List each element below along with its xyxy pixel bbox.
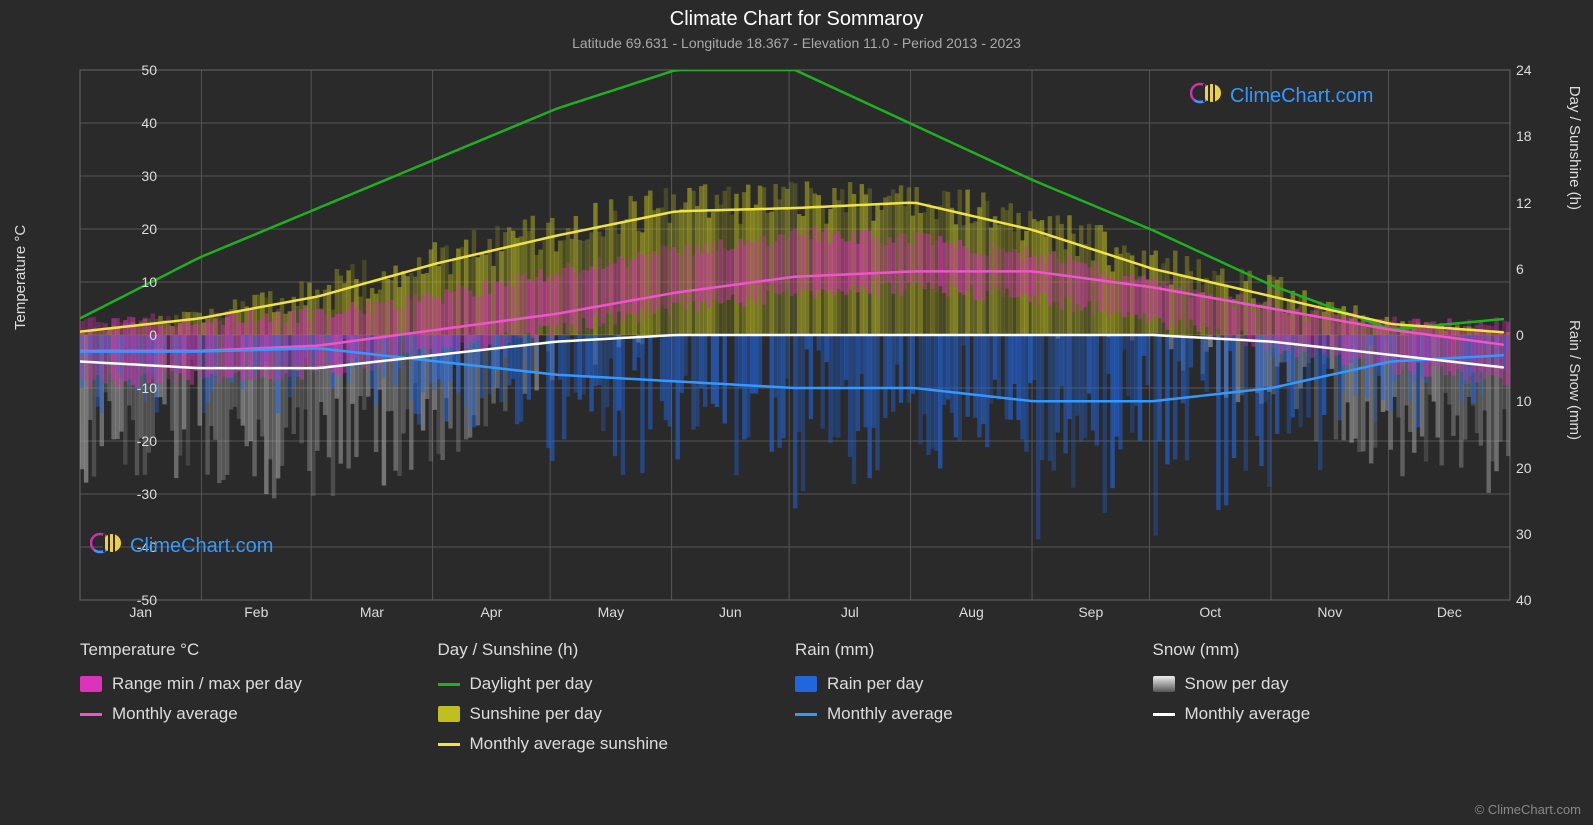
x-tick-month: Sep xyxy=(1078,604,1103,620)
y-tick-left: -30 xyxy=(117,486,157,502)
legend-item: Monthly average xyxy=(1153,704,1491,724)
legend-item: Monthly average xyxy=(795,704,1133,724)
copyright: © ClimeChart.com xyxy=(1475,802,1581,817)
legend-label: Range min / max per day xyxy=(112,674,302,694)
legend: Temperature °C Range min / max per day Mon… xyxy=(80,640,1510,764)
y-tick-right: 10 xyxy=(1516,393,1532,409)
legend-item: Range min / max per day xyxy=(80,674,418,694)
x-tick-month: Aug xyxy=(959,604,984,620)
x-tick-month: Dec xyxy=(1437,604,1462,620)
y-tick-right: 0 xyxy=(1516,327,1524,343)
y-tick-left: -20 xyxy=(117,433,157,449)
legend-title: Temperature °C xyxy=(80,640,418,660)
y-tick-right: 20 xyxy=(1516,460,1532,476)
legend-label: Daylight per day xyxy=(470,674,593,694)
legend-item: Snow per day xyxy=(1153,674,1491,694)
x-tick-month: Mar xyxy=(360,604,384,620)
legend-item: Monthly average xyxy=(80,704,418,724)
brand-name: ClimeChart.com xyxy=(130,535,273,558)
legend-swatch xyxy=(1153,676,1175,692)
x-tick-month: Nov xyxy=(1317,604,1342,620)
brand-name: ClimeChart.com xyxy=(1230,85,1373,108)
legend-item: Rain per day xyxy=(795,674,1133,694)
y-tick-left: 50 xyxy=(117,62,157,78)
legend-column: Day / Sunshine (h) Daylight per day Sunshi… xyxy=(438,640,796,764)
x-tick-month: Jun xyxy=(719,604,742,620)
y-tick-left: 30 xyxy=(117,168,157,184)
legend-label: Monthly average xyxy=(1185,704,1311,724)
y-tick-right: 24 xyxy=(1516,62,1532,78)
legend-item: Monthly average sunshine xyxy=(438,734,776,754)
y-tick-right: 40 xyxy=(1516,592,1532,608)
legend-swatch xyxy=(80,676,102,692)
legend-title: Rain (mm) xyxy=(795,640,1133,660)
brand-logo: ClimeChart.com xyxy=(1190,80,1373,112)
legend-swatch xyxy=(80,713,102,716)
y-tick-right: 12 xyxy=(1516,195,1532,211)
legend-title: Snow (mm) xyxy=(1153,640,1491,660)
legend-swatch xyxy=(438,706,460,722)
legend-swatch xyxy=(1153,713,1175,716)
legend-label: Monthly average xyxy=(112,704,238,724)
x-tick-month: May xyxy=(598,604,624,620)
legend-label: Monthly average sunshine xyxy=(470,734,668,754)
legend-item: Daylight per day xyxy=(438,674,776,694)
legend-title: Day / Sunshine (h) xyxy=(438,640,776,660)
x-tick-month: Apr xyxy=(480,604,502,620)
logo-icon xyxy=(90,530,124,562)
y-tick-left: -10 xyxy=(117,380,157,396)
y-tick-left: 40 xyxy=(117,115,157,131)
legend-swatch xyxy=(438,743,460,746)
legend-column: Temperature °C Range min / max per day Mon… xyxy=(80,640,438,764)
x-tick-month: Jul xyxy=(841,604,859,620)
legend-column: Snow (mm) Snow per day Monthly average xyxy=(1153,640,1511,764)
logo-icon xyxy=(1190,80,1224,112)
y-tick-left: 0 xyxy=(117,327,157,343)
legend-swatch xyxy=(795,676,817,692)
legend-item: Sunshine per day xyxy=(438,704,776,724)
brand-logo: ClimeChart.com xyxy=(90,530,273,562)
x-tick-month: Oct xyxy=(1199,604,1221,620)
legend-label: Snow per day xyxy=(1185,674,1289,694)
y-tick-right: 18 xyxy=(1516,128,1532,144)
legend-swatch xyxy=(438,683,460,686)
x-tick-month: Jan xyxy=(129,604,152,620)
y-tick-right: 30 xyxy=(1516,526,1532,542)
legend-label: Sunshine per day xyxy=(470,704,602,724)
y-tick-left: 20 xyxy=(117,221,157,237)
x-tick-month: Feb xyxy=(244,604,268,620)
y-tick-left: 10 xyxy=(117,274,157,290)
legend-label: Rain per day xyxy=(827,674,923,694)
legend-column: Rain (mm) Rain per day Monthly average xyxy=(795,640,1153,764)
y-tick-right: 6 xyxy=(1516,261,1524,277)
legend-label: Monthly average xyxy=(827,704,953,724)
legend-swatch xyxy=(795,713,817,716)
